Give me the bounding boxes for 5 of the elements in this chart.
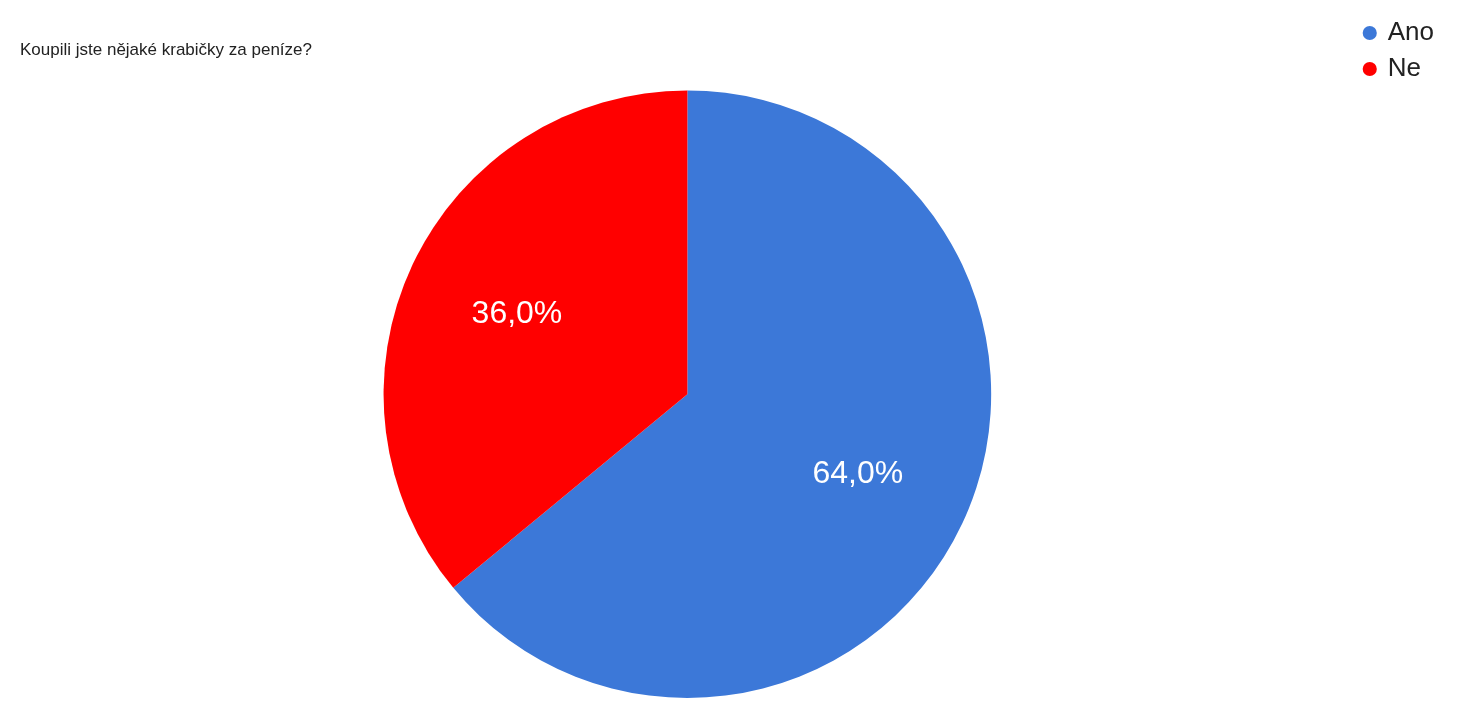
data-label: 64,0% (812, 454, 904, 491)
text: Koupili jste nějaké krabičky za peníze? (20, 39, 312, 59)
data-label: 36,0% (471, 293, 563, 330)
legend-label: Ano (1387, 16, 1434, 47)
legend-label: Ne (1387, 52, 1421, 83)
